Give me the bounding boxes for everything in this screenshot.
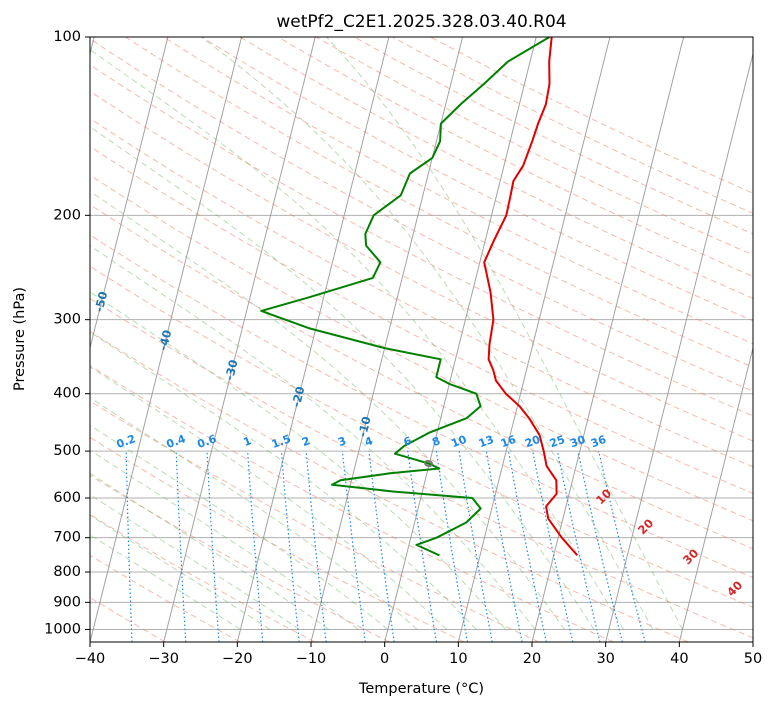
y-tick-label: 600: [53, 490, 81, 506]
y-tick-label: 300: [53, 312, 81, 328]
y-tick-label: 400: [53, 386, 81, 402]
chart-title: wetPf2_C2E1.2025.328.03.40.R04: [276, 12, 566, 32]
x-tick-label: 10: [449, 651, 467, 667]
y-tick-label: 900: [53, 594, 81, 610]
x-axis-label: Temperature (°C): [358, 681, 484, 697]
x-tick-label: 40: [670, 651, 688, 667]
x-tick-label: −20: [222, 651, 253, 667]
y-axis-label: Pressure (hPa): [12, 287, 28, 391]
y-tick-label: 500: [53, 443, 81, 459]
y-tick-label: 100: [53, 29, 81, 45]
x-tick-label: 50: [744, 651, 762, 667]
x-tick-label: −10: [296, 651, 327, 667]
y-tick-label: 700: [53, 530, 81, 546]
y-tick-label: 800: [53, 564, 81, 580]
x-tick-label: −40: [75, 651, 106, 667]
x-tick-label: 0: [380, 651, 389, 667]
y-tick-label: 1000: [44, 621, 81, 637]
x-tick-label: −30: [148, 651, 179, 667]
x-tick-label: 20: [523, 651, 541, 667]
x-tick-label: 30: [596, 651, 614, 667]
y-tick-label: 200: [53, 207, 81, 223]
